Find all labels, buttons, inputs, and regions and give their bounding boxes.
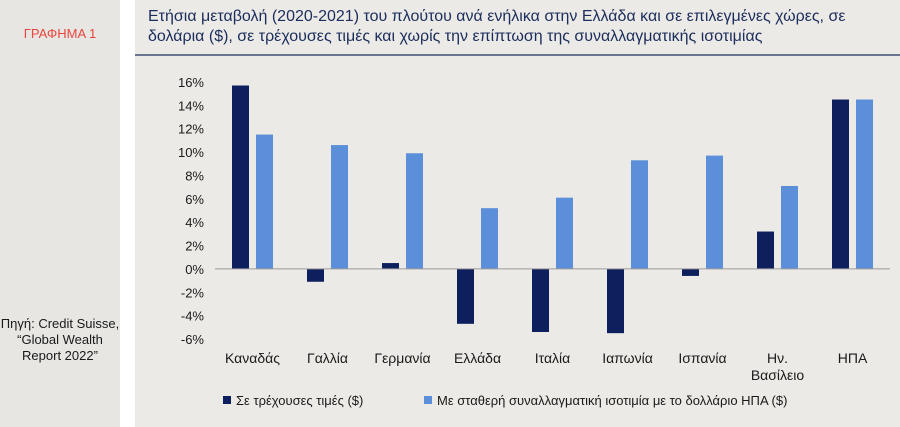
x-tick-label: Ιαπωνία <box>602 350 653 366</box>
bar-current <box>457 268 474 324</box>
x-tick-label: Ισπανία <box>678 350 726 366</box>
bar-constant <box>856 99 873 269</box>
y-tick-label: 2% <box>185 239 204 254</box>
y-tick-label: 12% <box>178 122 204 137</box>
title-underline <box>135 54 900 56</box>
bar-constant <box>706 155 723 269</box>
x-tick-label: Ιταλία <box>535 350 571 366</box>
bar-constant <box>256 134 273 269</box>
x-tick-label: Γαλλία <box>307 350 348 366</box>
bar-current <box>832 99 849 269</box>
bar-chart: 16% 14% 12% 10% 8% 6% 4% 2% 0% -2% -4% -6% Καναδάς Γα… <box>178 75 890 408</box>
x-tick-label: Γερμανία <box>374 350 430 366</box>
y-tick-label: -4% <box>181 309 205 324</box>
bar-constant <box>331 145 348 269</box>
y-tick-label: 14% <box>178 98 204 113</box>
bar-current <box>532 268 549 332</box>
y-tick-label: -2% <box>181 285 205 300</box>
figure-label: ΓΡΑΦΗΜΑ 1 <box>23 26 97 41</box>
y-tick-label: 0% <box>185 262 204 277</box>
bar-current <box>382 263 399 269</box>
bar-constant <box>781 185 798 269</box>
legend-swatch-current <box>223 396 231 404</box>
x-tick-label: Καναδάς <box>225 350 280 366</box>
x-tick-label: Ην. Βασίλειο <box>751 350 805 383</box>
bar-constant <box>556 197 573 269</box>
y-tick-label: 6% <box>185 192 204 207</box>
legend-label-constant: Με σταθερή συναλλαγματική ισοτιμία με το… <box>437 393 787 408</box>
legend-label-current: Σε τρέχουσες τιμές ($) <box>236 393 363 408</box>
y-tick-label: 10% <box>178 145 204 160</box>
bar-current <box>607 268 624 334</box>
y-tick-label: 4% <box>185 215 204 230</box>
x-tick-label: ΗΠΑ <box>838 350 868 366</box>
y-tick-label: -6% <box>181 332 205 347</box>
bar-current <box>682 268 699 276</box>
bar-constant <box>406 153 423 269</box>
y-tick-label: 8% <box>185 168 204 183</box>
source-note: Πηγή: Credit Suisse, “Global Wealth Repo… <box>0 316 120 363</box>
legend-swatch-constant <box>424 396 432 404</box>
bar-current <box>232 85 249 269</box>
left-sidebar: ΓΡΑΦΗΜΑ 1 Πηγή: Credit Suisse, “Global W… <box>0 0 120 427</box>
bar-constant <box>631 160 648 269</box>
x-tick-label: Ελλάδα <box>454 350 501 366</box>
bar-constant <box>481 208 498 269</box>
bar-current <box>307 268 324 282</box>
y-tick-label: 16% <box>178 75 204 90</box>
chart-title: Ετήσια μεταβολή (2020-2021) του πλούτου … <box>148 8 846 45</box>
bar-current <box>757 231 774 269</box>
